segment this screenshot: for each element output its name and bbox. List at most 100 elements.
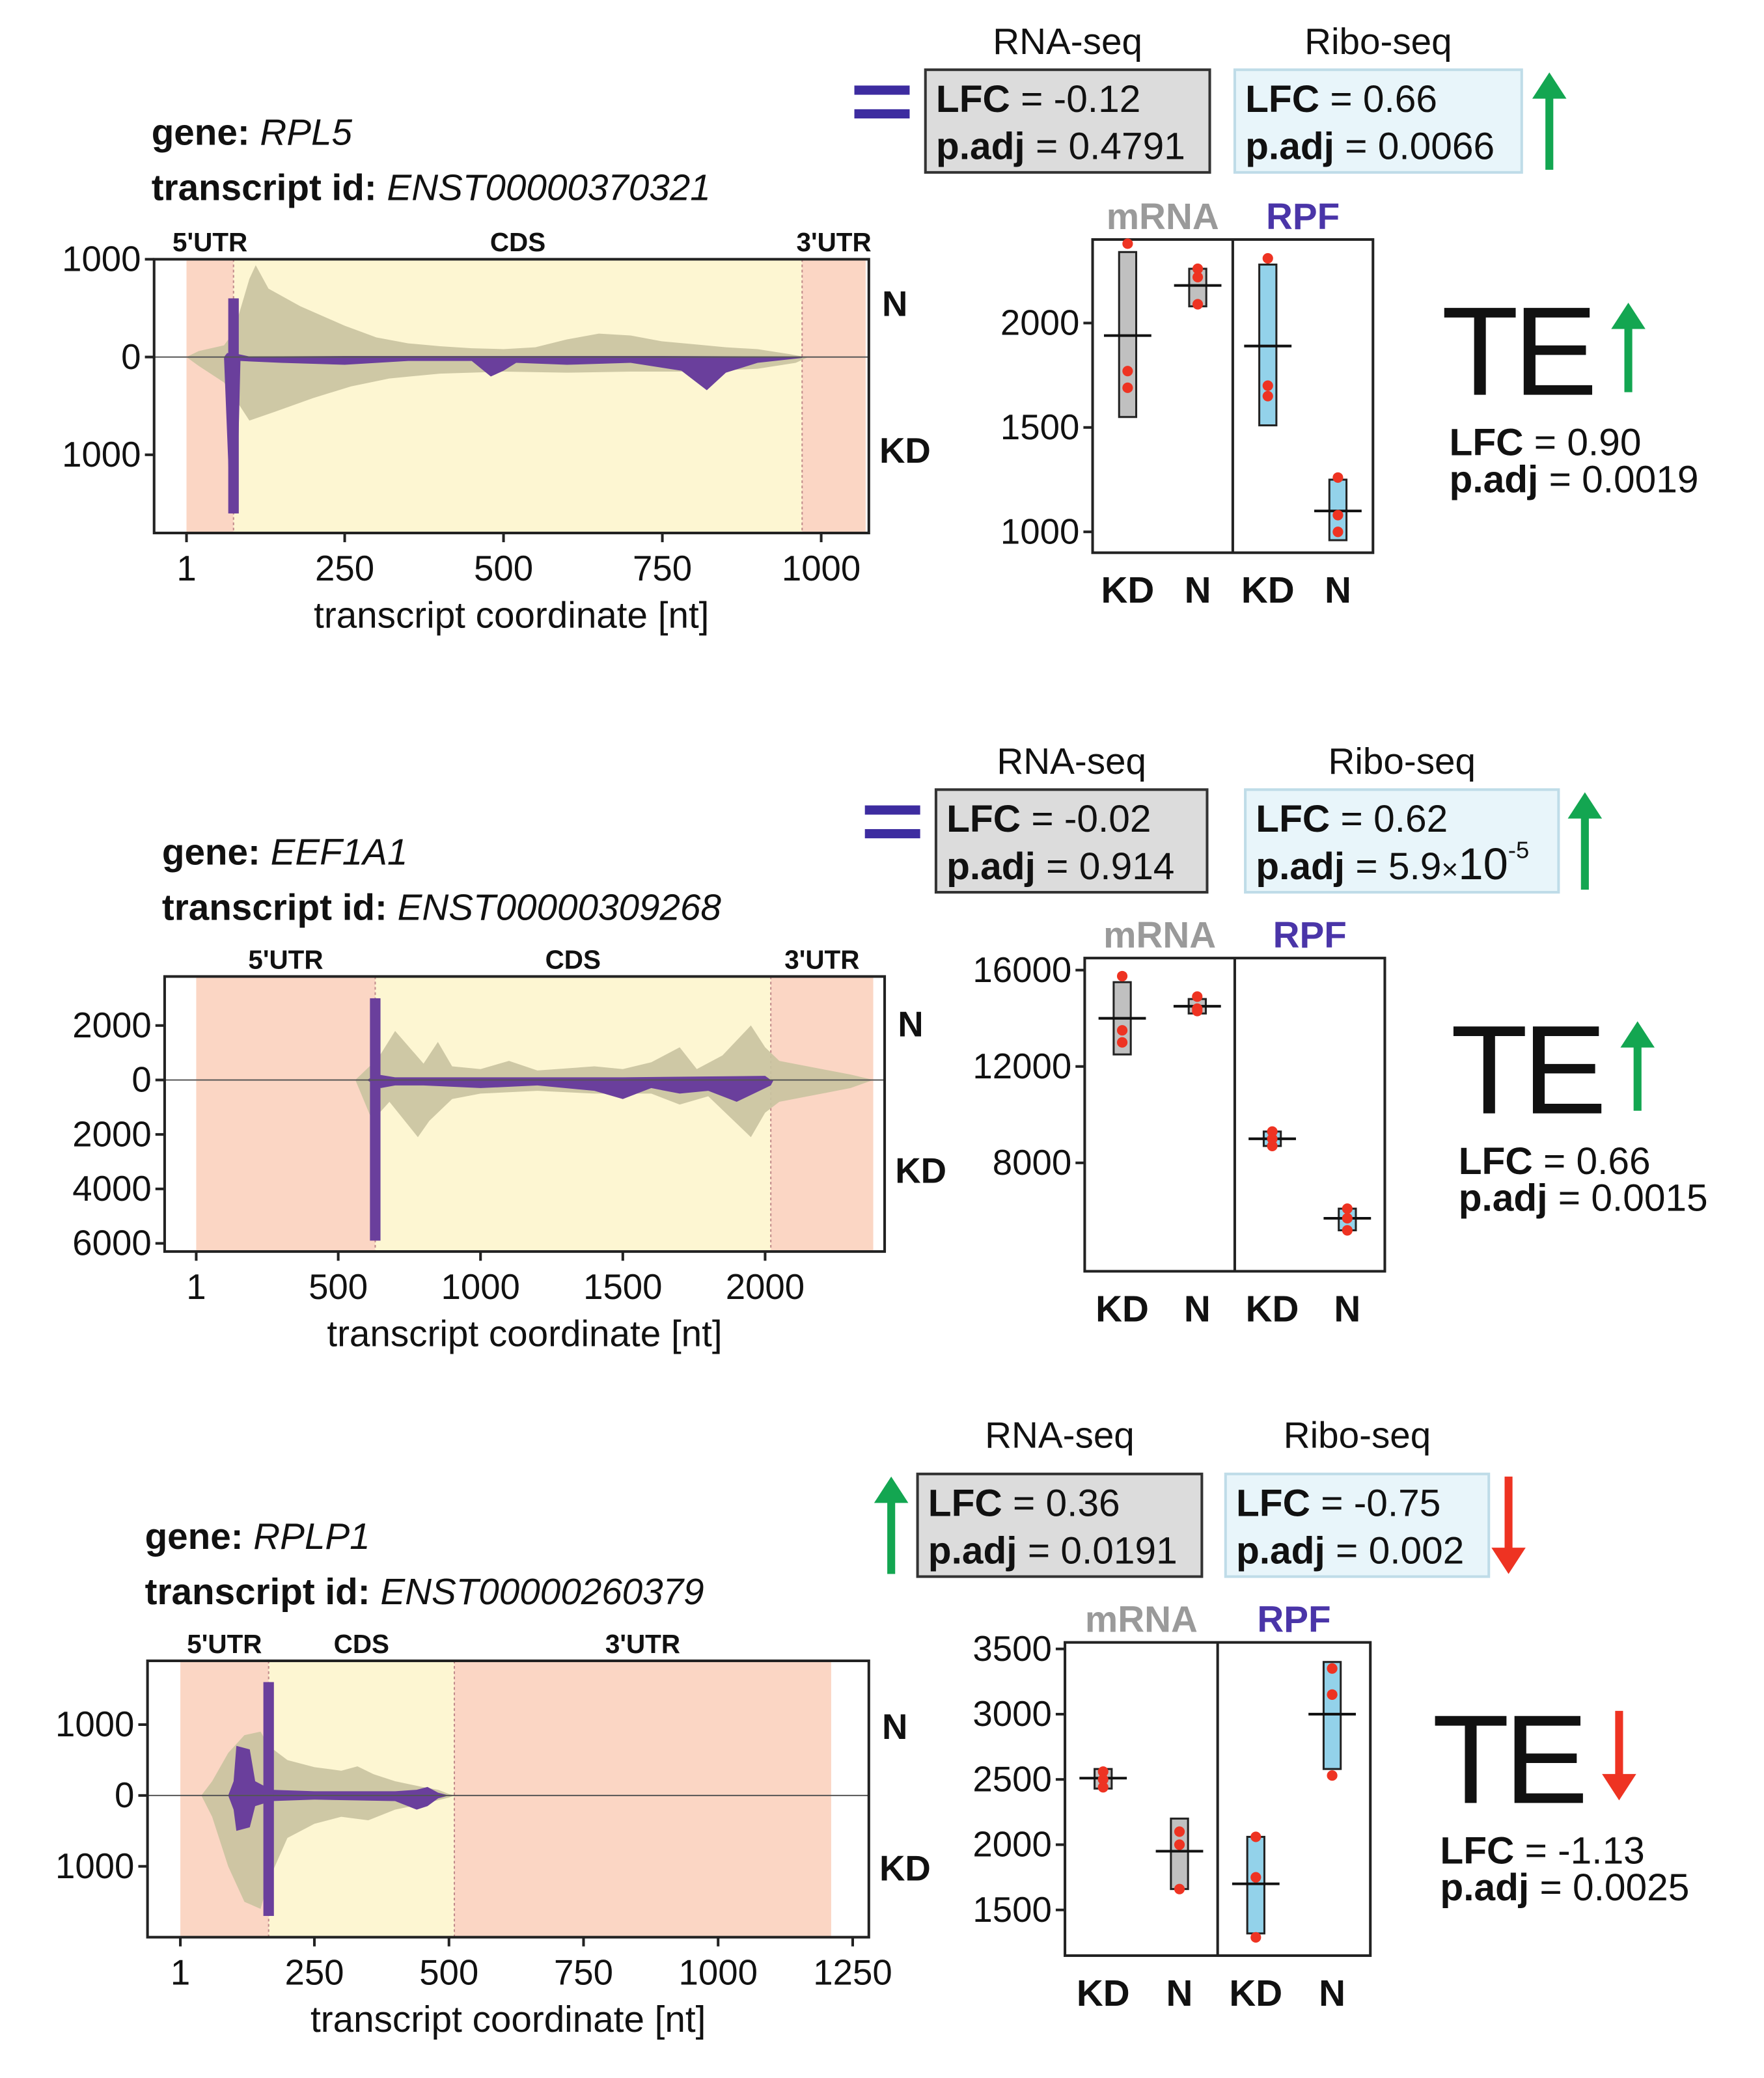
replicate-point [1250,1932,1261,1943]
rna-seq-stat-box [924,68,1211,174]
ribo-seq-title: Ribo-seq [1304,21,1452,62]
plot-frame [163,975,887,1253]
condition-label-n: N [898,1005,923,1045]
replicate-point [1332,526,1344,538]
x-tick-label: 1000 [679,1952,758,1992]
x-tick-label: 500 [474,549,533,588]
replicate-point [1174,1883,1185,1894]
box-y-tick-label: 16000 [972,950,1071,990]
condition-label-n: N [882,1707,907,1747]
replicate-point [1192,263,1204,275]
box-x-label: N [1166,1973,1193,2014]
ribo-coverage-n [366,1074,771,1080]
mrna-panel-label: mRNA [1107,196,1219,237]
box-y-tick-label: 1500 [972,1890,1051,1930]
replicate-point [1332,472,1344,483]
ribo-seq-direction-up-arrow-icon [1567,792,1603,890]
replicate-point [1342,1203,1353,1214]
box-y-tick-label: 12000 [972,1046,1071,1086]
rna-seq-padj: p.adj = 0.914 [946,845,1174,888]
te-padj: p.adj = 0.0019 [1450,458,1699,500]
ribo-seq-lfc: LFC = -0.75 [1236,1483,1440,1525]
condition-label-kd: KD [879,431,931,471]
y-tick-label: 0 [121,337,141,377]
rna-seq-stat-box [934,788,1209,894]
y-tick-label: 4000 [72,1169,151,1209]
rna-seq-padj: p.adj = 0.4791 [936,126,1185,168]
replicate-point [1327,1689,1338,1700]
x-tick-label: 500 [309,1267,368,1307]
replicate-point [1097,1782,1109,1793]
mrna-panel-label: mRNA [1103,914,1216,955]
region-3utr [454,1661,831,1936]
te-label: TE [1441,281,1592,422]
rna-seq-lfc: LFC = 0.36 [928,1483,1120,1525]
te-direction-up-arrow-icon [1620,1021,1655,1111]
ribo-seq-lfc: LFC = 0.62 [1256,798,1448,840]
replicate-point [1332,510,1344,521]
box-x-label: N [1319,1973,1345,2014]
ribo-seq-padj: p.adj = 5.9×10-5 [1256,836,1529,888]
plot-frame [146,1659,870,1939]
coverage-plot: 5'UTR CDS 3'UTR 1000 0 1000 1 250 500 750 1000 tran… [62,227,931,635]
te-label: TE [1451,1000,1602,1141]
box-x-label: N [1184,1288,1211,1329]
replicate-point [1122,382,1133,393]
condition-label-n: N [882,284,907,323]
mrna-panel-label: mRNA [1085,1598,1198,1639]
y-tick-label: 1000 [55,1704,134,1744]
box-x-label: KD [1246,1288,1299,1329]
replicate-point [1267,1126,1278,1137]
box-x-label: KD [1096,1288,1149,1329]
rna-seq-title: RNA-seq [993,21,1142,62]
panel-rpl5: gene: RPL5 transcript id: ENST00000370321… [62,21,1698,636]
gene-label: gene: EEF1A1 [162,832,408,873]
replicate-point [1174,1826,1185,1837]
start-codon-peak [228,298,239,513]
x-tick-label: 1000 [782,549,861,588]
x-tick-label: 1 [171,1952,190,1992]
te-padj: p.adj = 0.0025 [1440,1866,1689,1909]
plot-frame [152,258,870,534]
ribo-coverage-kd [228,1795,449,1831]
box-y-tick-label: 1500 [1000,407,1079,447]
region-label: 3'UTR [784,944,859,974]
box-x-label: N [1325,569,1351,610]
ribo-coverage-n [224,353,803,357]
rna-seq-direction-equal-icon [854,85,910,118]
transcript-label: transcript id: ENST00000260379 [145,1571,704,1612]
ribo-seq-direction-down-arrow-icon [1491,1476,1526,1574]
ribo-seq-stat-box [1244,788,1560,894]
region-label: 5'UTR [172,227,247,257]
box-x-label: N [1334,1288,1360,1329]
gene-label: gene: RPL5 [152,111,353,152]
x-axis-label: transcript coordinate [nt] [310,1999,706,2040]
replicate-point [1327,1770,1338,1781]
replicate-point [1097,1774,1109,1785]
region-label: 3'UTR [796,227,871,257]
region-cds [375,977,771,1251]
replicate-point [1262,253,1273,264]
y-tick-label: 6000 [72,1224,151,1263]
panel-rplp1: gene: RPLP1 transcript id: ENST0000026037… [55,1414,1689,2040]
rna-seq-direction-up-arrow-icon [874,1476,909,1574]
x-axis-label: transcript coordinate [nt] [327,1313,722,1354]
replicate-point [1192,271,1204,282]
replicate-point [1192,1005,1203,1017]
ribo-seq-padj: p.adj = 0.0066 [1245,126,1495,168]
replicate-point [1267,1140,1278,1151]
differential-stats: RNA-seq LFC = -0.12 p.adj = 0.4791 Ribo-seq… [854,21,1567,174]
rna-seq-direction-equal-icon [864,805,920,839]
region-5utr [196,977,376,1251]
replicate-point [1192,299,1204,310]
rna-coverage-n [355,1025,874,1080]
replicate-point [1174,1839,1185,1850]
region-label: 5'UTR [248,944,323,974]
ribo-seq-stat-box [1233,68,1523,174]
rpf-panel-label: RPF [1257,1598,1330,1639]
x-tick-label: 1 [186,1267,206,1307]
